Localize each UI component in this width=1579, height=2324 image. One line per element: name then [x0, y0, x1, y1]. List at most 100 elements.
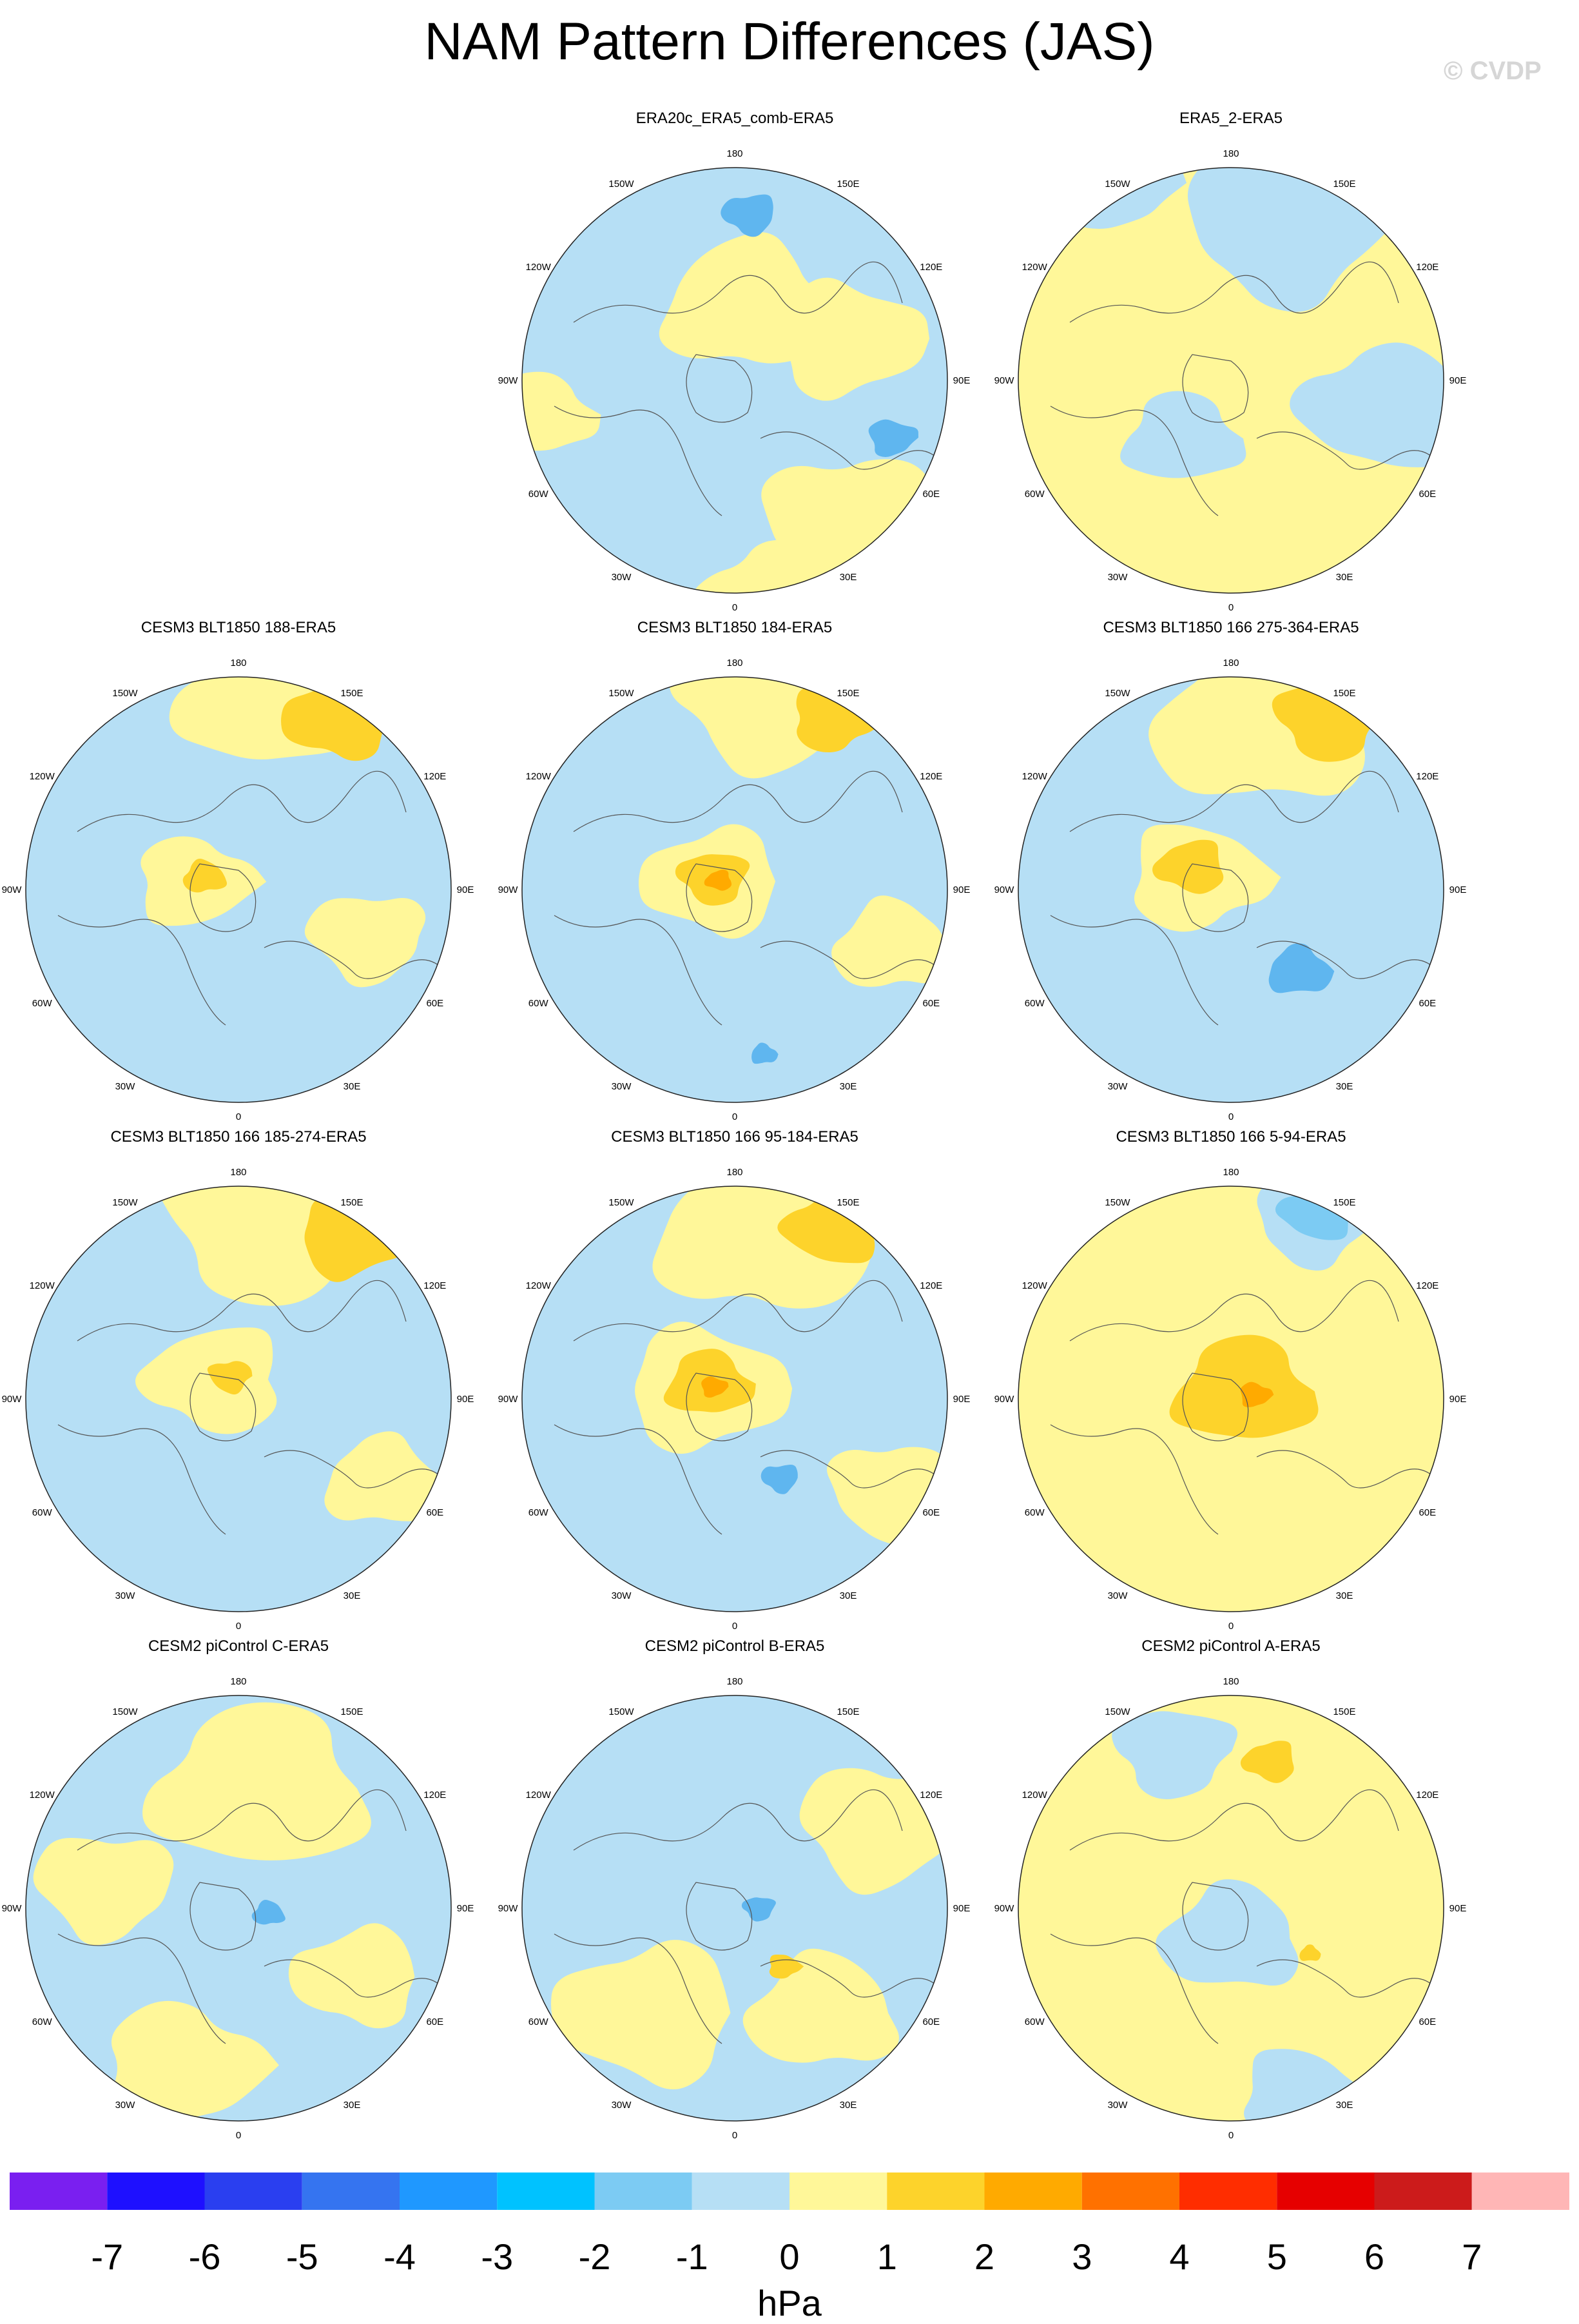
- longitude-label: 90W: [2, 884, 23, 895]
- map-boundary: [1018, 1186, 1444, 1612]
- map-boundary: [25, 1695, 452, 2122]
- longitude-label: 0: [732, 1621, 737, 1632]
- longitude-label: 0: [1228, 2130, 1234, 2141]
- map-panel: CESM3 BLT1850 166 95-184-ERA5 180 150E 120E…: [496, 1128, 973, 1632]
- longitude-label: 120E: [1416, 1790, 1439, 1801]
- longitude-label: 30E: [1336, 572, 1353, 583]
- longitude-label: 180: [1223, 1167, 1239, 1178]
- longitude-label: 30W: [115, 2100, 136, 2111]
- longitude-label: 60E: [922, 1507, 940, 1518]
- coastline: [57, 770, 451, 1026]
- longitude-label: 30E: [840, 1590, 857, 1601]
- longitude-label: 60W: [32, 998, 53, 1009]
- contour-region: [831, 895, 947, 987]
- colorbar-swatch: [302, 2173, 400, 2210]
- coastline: [554, 261, 947, 516]
- map-boundary: [521, 167, 948, 594]
- colorbar-tick-label: -5: [286, 2236, 318, 2277]
- polar-map: 180 150E 120E 90E 60E 30E 0 30W 60W 90W 120W 150W: [994, 1676, 1467, 2141]
- longitude-label: 60W: [528, 1507, 549, 1518]
- longitude-label: 150W: [112, 1197, 138, 1208]
- longitude-label: 150E: [1333, 688, 1355, 699]
- longitude-label: 120W: [526, 1280, 552, 1291]
- colorbar-swatch: [594, 2173, 692, 2210]
- longitude-label: 120W: [526, 771, 552, 782]
- longitude-label: 120E: [920, 1280, 942, 1291]
- longitude-label: 30W: [1108, 2100, 1129, 2111]
- longitude-label: 150W: [1105, 1706, 1130, 1717]
- longitude-label: 30W: [1108, 1590, 1129, 1601]
- colorbar-units: hPa: [757, 2283, 822, 2323]
- longitude-label: 90W: [2, 1394, 23, 1405]
- longitude-label: 0: [1228, 1111, 1234, 1122]
- longitude-label: 150W: [1105, 179, 1130, 190]
- panel-title: CESM3 BLT1850 166 5-94-ERA5: [1116, 1128, 1346, 1146]
- contour-region: [868, 419, 918, 458]
- longitude-label: 60E: [426, 2016, 443, 2027]
- contour-region: [251, 1899, 286, 1925]
- panel-title: CESM3 BLT1850 166 275-364-ERA5: [1103, 619, 1359, 636]
- map-panel: CESM2 piControl A-ERA5 180 150E 120E 90E 60E 3…: [993, 1637, 1469, 2141]
- longitude-label: 60W: [1025, 998, 1045, 1009]
- longitude-label: 150E: [1333, 1706, 1355, 1717]
- longitude-label: 60E: [1419, 998, 1436, 1009]
- contour-region: [182, 858, 228, 893]
- coastline: [1050, 770, 1444, 1026]
- longitude-label: 90E: [1449, 1394, 1467, 1405]
- longitude-label: 30E: [1336, 2100, 1353, 2111]
- colorbar-swatch: [790, 2173, 887, 2210]
- longitude-label: 90W: [498, 1903, 519, 1914]
- map-panel: CESM3 BLT1850 166 185-274-ERA5 180 150E 120…: [0, 1128, 477, 1632]
- longitude-label: 150W: [1105, 1197, 1130, 1208]
- longitude-label: 60E: [426, 1507, 443, 1518]
- longitude-label: 180: [230, 1167, 246, 1178]
- map-boundary: [521, 1186, 948, 1612]
- map-panel: CESM3 BLT1850 166 5-94-ERA5 180 150E 120E 90…: [993, 1128, 1469, 1632]
- contour-region: [111, 2000, 279, 2121]
- contour-region: [304, 897, 426, 988]
- longitude-label: 0: [1228, 1621, 1234, 1632]
- longitude-label: 90W: [498, 884, 519, 895]
- longitude-label: 150E: [1333, 1197, 1355, 1208]
- polar-map: 180 150E 120E 90E 60E 30E 0 30W 60W 90W 120W 150W: [2, 1676, 474, 2141]
- longitude-label: 150E: [837, 1706, 859, 1717]
- longitude-label: 0: [732, 602, 737, 613]
- longitude-label: 30E: [344, 2100, 361, 2111]
- longitude-label: 120W: [1022, 771, 1048, 782]
- longitude-label: 90E: [457, 1394, 474, 1405]
- map-boundary: [25, 676, 452, 1103]
- longitude-label: 120E: [920, 1790, 942, 1801]
- longitude-label: 60W: [1025, 489, 1045, 500]
- longitude-label: 150E: [1333, 179, 1355, 190]
- longitude-label: 60E: [1419, 2016, 1436, 2027]
- panel-title: CESM2 piControl B-ERA5: [644, 1637, 825, 1655]
- longitude-label: 120E: [1416, 262, 1439, 273]
- longitude-label: 90E: [1449, 375, 1467, 386]
- longitude-label: 150W: [112, 688, 138, 699]
- longitude-label: 60E: [922, 998, 940, 1009]
- base-field: [522, 1695, 947, 2121]
- panel-title: CESM3 BLT1850 166 185-274-ERA5: [110, 1128, 367, 1146]
- longitude-label: 90W: [2, 1903, 23, 1914]
- contour-region: [751, 1042, 779, 1064]
- longitude-label: 30E: [344, 1590, 361, 1601]
- contour-region: [288, 1923, 415, 2029]
- contour-region: [704, 869, 732, 891]
- contour-region: [1268, 943, 1335, 993]
- longitude-label: 60W: [528, 998, 549, 1009]
- polar-map: 180 150E 120E 90E 60E 30E 0 30W 60W 90W 120W 150W: [2, 1167, 474, 1632]
- contour-region: [652, 1186, 876, 1309]
- panel-title: CESM2 piControl A-ERA5: [1141, 1637, 1321, 1655]
- contour-region: [701, 1376, 729, 1398]
- map-boundary: [1018, 167, 1444, 594]
- colorbar-tick-label: -6: [188, 2236, 221, 2277]
- colorbar-tick-label: 2: [974, 2236, 995, 2277]
- colorbar-swatch: [400, 2173, 498, 2210]
- longitude-label: 120E: [1416, 1280, 1439, 1291]
- longitude-label: 120W: [1022, 1790, 1048, 1801]
- colorbar-tick-label: -2: [578, 2236, 611, 2277]
- longitude-label: 180: [1223, 658, 1239, 669]
- longitude-label: 150W: [112, 1706, 138, 1717]
- longitude-label: 120W: [30, 1280, 55, 1291]
- panel-title: CESM3 BLT1850 166 95-184-ERA5: [611, 1128, 858, 1146]
